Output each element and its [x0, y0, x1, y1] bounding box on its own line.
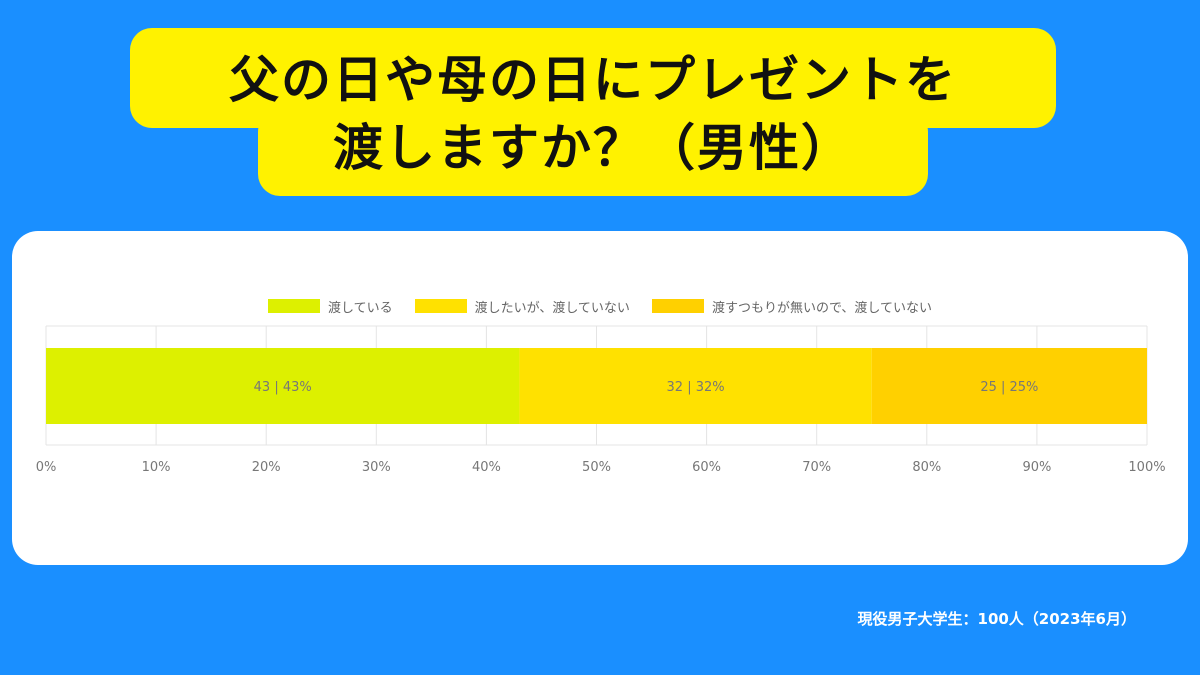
bar-segment-3 [871, 348, 1147, 424]
chart-legend: 渡している 渡したいが、渡していない 渡すつもりが無いので、渡していない [0, 296, 1200, 316]
x-tick-label-4: 40% [472, 460, 501, 475]
legend-swatch-3 [651, 299, 704, 313]
legend-item-3: 渡すつもりが無いので、渡していない [651, 296, 933, 316]
x-tick-label-5: 50% [582, 460, 611, 475]
legend-item-1: 渡している [267, 296, 393, 316]
page-title: 父の日や母の日にプレゼントを 渡しますか？（男性） [130, 46, 1056, 182]
bar-segment-1 [46, 348, 520, 424]
title-background-lower [258, 110, 928, 196]
x-tick-label-10: 100% [1128, 460, 1165, 475]
x-tick-label-2: 20% [252, 460, 281, 475]
legend-item-2: 渡したいが、渡していない [414, 296, 630, 316]
footer-note: 現役男子大学生：100人（2023年6月） [857, 610, 1137, 628]
legend-label-2: 渡したいが、渡していない [474, 300, 630, 316]
title-line-2: 渡しますか？（男性） [333, 119, 853, 177]
bar-label-3: 25 | 25% [980, 380, 1038, 395]
legend-swatch-2 [414, 299, 467, 313]
legend-swatch-1 [267, 299, 320, 313]
x-tick-label-6: 60% [692, 460, 721, 475]
bar-label-2: 32 | 32% [667, 380, 725, 395]
x-tick-label-3: 30% [362, 460, 391, 475]
legend-label-1: 渡している [327, 300, 393, 316]
title-line-1: 父の日や母の日にプレゼントを [229, 51, 957, 109]
x-tick-label-8: 80% [912, 460, 941, 475]
x-tick-label-7: 70% [802, 460, 831, 475]
x-tick-label-1: 10% [142, 460, 171, 475]
x-tick-label-0: 0% [36, 460, 57, 475]
bar-label-1: 43 | 43% [254, 380, 312, 395]
legend-label-3: 渡すつもりが無いので、渡していない [711, 300, 933, 316]
bar-segment-2 [519, 348, 872, 424]
x-tick-label-9: 90% [1022, 460, 1051, 475]
